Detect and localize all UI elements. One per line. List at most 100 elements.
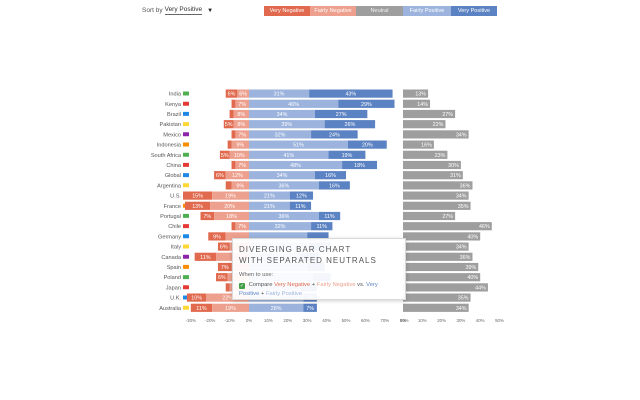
bar-fairly-positive-global — [249, 171, 315, 180]
row-kenya: Kenya 7% 46% 29% 14% — [165, 99, 431, 108]
data-label-fairly-positive-chile: 32% — [275, 224, 286, 230]
category-label-portugal: Portugal — [160, 214, 181, 220]
bar-fairly-positive-portugal — [249, 211, 319, 221]
compare-vs: vs. — [357, 282, 365, 288]
bar-fairly-positive-brazil — [249, 109, 315, 119]
bar-very-negative-italy — [217, 242, 230, 251]
flag-icon-australia — [183, 305, 189, 310]
bar-fairly-negative-u-s — [212, 191, 249, 200]
caret-down-icon[interactable]: ▼ — [207, 7, 214, 14]
x-tick-label-30-0: -30% — [186, 318, 196, 323]
legend-very-positive[interactable]: Very Positive — [451, 6, 497, 16]
bar-very-positive-u-s — [289, 191, 314, 200]
bar-neutral-u-s — [403, 191, 469, 200]
category-label-indonesia: Indonesia — [157, 143, 182, 149]
data-label-neutral-poland: 40% — [467, 275, 478, 281]
sort-dropdown[interactable]: Very Positive — [164, 6, 203, 15]
data-label-fairly-positive-u-s: 21% — [264, 194, 275, 200]
data-label-very-positive-indonesia: 20% — [362, 143, 373, 149]
bar-fairly-negative-u-k — [206, 293, 249, 302]
legend-neutral[interactable]: Neutral — [356, 6, 403, 16]
compare-prefix: Compare — [248, 282, 273, 288]
bar-neutral-indonesia — [403, 140, 434, 149]
bar-very-negative-indonesia — [227, 140, 232, 149]
data-label-very-negative-global: 6% — [216, 173, 224, 179]
bar-fairly-positive-australia — [249, 303, 304, 312]
data-label-neutral-u-s: 34% — [456, 194, 467, 200]
category-label-spain: Spain — [167, 265, 181, 271]
x-tick-label-10-4: 10% — [264, 318, 273, 323]
legend-very-negative[interactable]: Very Negative — [264, 6, 310, 16]
bar-very-negative-chile — [231, 222, 236, 231]
bar-very-negative-japan — [225, 283, 230, 292]
data-label-fairly-negative-portugal: 18% — [226, 214, 237, 220]
data-label-fairly-positive-france: 21% — [264, 204, 275, 210]
category-label-argentina: Argentina — [157, 183, 182, 189]
category-label-pakistan: Pakistan — [160, 122, 181, 128]
x-tick-label-10-2: -10% — [224, 318, 234, 323]
legend-fairly-negative[interactable]: Fairly Negative — [310, 6, 356, 16]
data-label-fairly-positive-indonesia: 51% — [293, 143, 304, 149]
sort-control[interactable]: Sort by Very Positive ▼ — [142, 6, 213, 15]
row-india: India 6% 6% 31% 43% 13% — [169, 89, 429, 98]
bar-neutral-argentina — [403, 181, 473, 190]
neutral-tick-label-5: 50% — [495, 318, 504, 323]
data-label-very-negative-pakistan: 5% — [225, 122, 233, 128]
bar-very-positive-argentina — [318, 181, 350, 190]
data-label-very-positive-portugal: 11% — [324, 214, 335, 220]
bar-fairly-positive-pakistan — [249, 120, 325, 129]
data-label-fairly-positive-kenya: 46% — [288, 102, 299, 108]
legend-fairly-positive[interactable]: Fairly Positive — [403, 6, 451, 16]
bar-very-negative-global — [214, 171, 226, 180]
data-label-fairly-negative-indonesia: 9% — [236, 143, 244, 149]
row-brazil: Brazil 8% 34% 27% 27% — [167, 109, 456, 119]
data-label-fairly-positive-china: 48% — [290, 163, 301, 169]
bar-very-negative-kenya — [231, 99, 236, 108]
flag-icon-mexico — [183, 132, 189, 137]
row-china: China 7% 48% 18% 30% — [166, 160, 461, 170]
bar-fairly-positive-chile — [249, 222, 312, 231]
flag-icon-italy — [183, 244, 189, 249]
bar-neutral-spain — [403, 262, 479, 272]
data-label-fairly-negative-france: 20% — [224, 204, 235, 210]
data-label-fairly-positive-argentina: 36% — [279, 183, 290, 189]
data-label-very-negative-spain: 7% — [221, 265, 229, 271]
bar-fairly-negative-indonesia — [231, 140, 249, 149]
data-label-very-negative-germany: 9% — [213, 234, 221, 240]
flag-icon-portugal — [183, 213, 189, 218]
row-france: France 13% 20% 21% 11% 35% — [164, 201, 471, 210]
data-label-neutral-south-africa: 23% — [435, 153, 446, 159]
data-label-very-positive-china: 18% — [354, 163, 365, 169]
bar-fairly-negative-mexico — [235, 130, 249, 139]
bar-very-positive-france — [289, 201, 312, 210]
bar-fairly-negative-germany — [225, 232, 249, 241]
flag-icon-spain — [183, 264, 189, 269]
data-label-very-negative-poland: 6% — [218, 275, 226, 281]
data-label-fairly-positive-portugal: 36% — [279, 214, 290, 220]
data-label-very-positive-south-africa: 19% — [342, 153, 353, 159]
bar-very-positive-india — [309, 89, 393, 98]
data-label-fairly-positive-global: 34% — [277, 173, 288, 179]
row-argentina: Argentina 9% 36% 16% 36% — [157, 181, 473, 190]
bar-fairly-positive-china — [249, 160, 343, 170]
bar-neutral-brazil — [403, 109, 456, 119]
bar-fairly-negative-chile — [235, 222, 249, 231]
legend: Very Negative Fairly Negative Neutral Fa… — [264, 6, 497, 16]
category-label-germany: Germany — [158, 234, 181, 240]
bar-neutral-japan — [403, 283, 488, 292]
bar-neutral-portugal — [403, 211, 456, 221]
bar-fairly-negative-portugal — [214, 211, 249, 221]
bar-neutral-canada — [403, 252, 473, 261]
data-label-fairly-negative-brazil: 8% — [237, 112, 245, 118]
data-label-neutral-spain: 39% — [465, 265, 476, 271]
data-label-fairly-positive-india: 31% — [274, 92, 285, 98]
bar-fairly-positive-argentina — [249, 181, 319, 190]
bar-fairly-positive-u-s — [249, 191, 290, 200]
bar-very-positive-global — [314, 171, 346, 180]
data-label-very-negative-portugal: 7% — [203, 214, 211, 220]
category-label-u-s: U.S. — [170, 194, 181, 200]
bar-very-negative-u-k — [186, 293, 207, 302]
category-label-u-k: U.K. — [170, 296, 181, 302]
flag-icon-argentina — [183, 183, 189, 188]
